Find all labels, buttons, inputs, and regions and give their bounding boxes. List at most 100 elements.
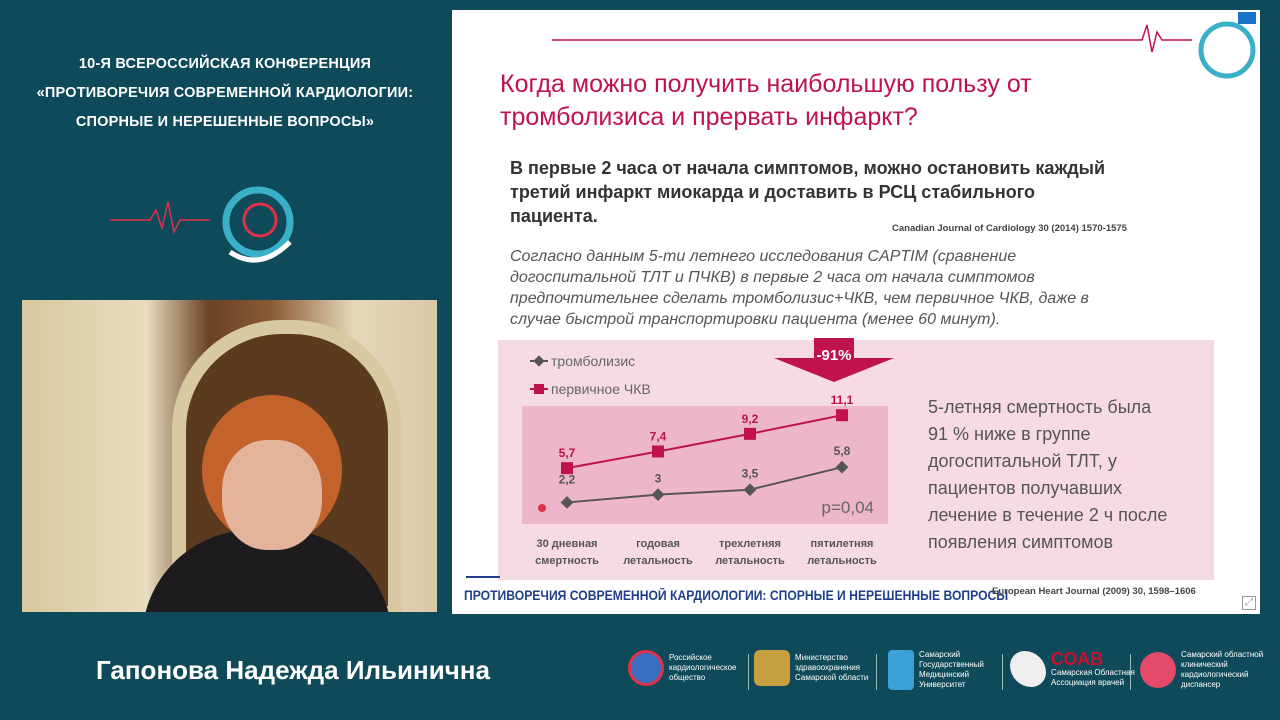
statement-line: В первые 2 часа от начала симптомов, мож…	[510, 158, 1106, 178]
data-point	[651, 488, 665, 501]
reference-canadian: Canadian Journal of Cardiology 30 (2014)…	[892, 223, 1127, 234]
logo-text: Самарский	[919, 650, 961, 659]
logo-text: Самарская Областная	[1051, 668, 1135, 677]
conference-logo	[110, 186, 294, 263]
data-label: 2,2	[559, 472, 576, 486]
mortality-note: 5-летняя смертность была 91 % ниже в гру…	[928, 394, 1218, 556]
legend-label: первичное ЧКВ	[551, 381, 651, 397]
reference-ehj: European Heart Journal (2009) 30, 1598–1…	[992, 586, 1196, 597]
note-line: 5-летняя смертность была	[928, 397, 1152, 417]
logo-text: Государственный	[919, 660, 984, 669]
study-description: Согласно данным 5-ти летнего исследовани…	[510, 246, 1110, 330]
speaker-face	[222, 440, 322, 550]
title-line: Когда можно получить наибольшую пользу о…	[500, 70, 1032, 98]
series-line-0	[566, 466, 843, 504]
logo-text: кардиологическое	[669, 663, 737, 672]
marker-dot	[538, 504, 546, 512]
logo-text: Университет	[919, 680, 966, 689]
rko-logo-icon	[628, 650, 664, 686]
conf-line: 10-Я ВСЕРОССИЙСКАЯ КОНФЕРЕНЦИЯ	[78, 56, 372, 72]
statement-line: третий инфаркт миокарда и доставить в РС…	[510, 182, 1035, 202]
category-label: трехлетняя	[719, 538, 781, 550]
desc-line: предпочтительнее сделать тромболизис+ЧКВ…	[510, 290, 1089, 307]
data-label: 9,2	[742, 412, 759, 426]
desc-line: догоспитальной ТЛТ и ПЧКВ) в первые 2 ча…	[510, 269, 1035, 286]
logo-text: здравоохранения	[795, 663, 861, 672]
logo-text: Медицинский	[919, 670, 970, 679]
data-label: 5,8	[834, 444, 851, 458]
logo-text: Самарский областной	[1181, 650, 1264, 659]
conference-title: 10-Я ВСЕРОССИЙСКАЯ КОНФЕРЕНЦИЯ «ПРОТИВОР…	[0, 50, 450, 137]
conf-line: СПОРНЫЕ И НЕРЕШЕННЫЕ ВОПРОСЫ»	[75, 114, 375, 130]
p-value: p=0,04	[822, 498, 874, 517]
slide-title: Когда можно получить наибольшую пользу о…	[500, 68, 1032, 134]
soav-title: СОАВ	[1051, 649, 1104, 669]
note-line: догоспитальной ТЛТ, у	[928, 451, 1117, 471]
category-label: пятилетняя	[811, 538, 874, 550]
data-label: 7,4	[650, 429, 667, 443]
series-line-1	[566, 414, 843, 470]
divider	[1130, 654, 1131, 690]
note-line: появления симптомов	[928, 532, 1114, 552]
logo-text: Ассоциация врачей	[1051, 678, 1125, 687]
speaker-name: Гапонова Надежда Ильинична	[96, 655, 490, 685]
note-line: 91 % ниже в группе	[928, 424, 1091, 444]
logo-university: Самарский Государственный Медицинский Униве…	[888, 650, 984, 690]
data-point	[652, 445, 664, 458]
logo-rko: Российское кардиологическое общество	[628, 650, 737, 686]
category-label: 30 дневная	[537, 538, 598, 550]
legend-label: тромболизис	[551, 353, 635, 369]
key-statement: В первые 2 часа от начала симптомов, мож…	[510, 156, 1210, 228]
reduction-label: -91%	[816, 347, 851, 364]
presentation-slide: Когда можно получить наибольшую пользу о…	[452, 10, 1260, 614]
soav-logo-icon	[1010, 651, 1046, 687]
note-line: пациентов получавших	[928, 478, 1123, 498]
data-label: 5,7	[559, 446, 576, 460]
data-point	[836, 409, 848, 422]
desc-line: случае быстрой транспортировки пациента …	[510, 311, 1001, 328]
logo-soav: СОАВ Самарская Областная Ассоциация врачей	[1010, 650, 1135, 688]
logo-text: общество	[669, 673, 706, 682]
data-point	[744, 427, 756, 440]
category-label: летальность	[623, 555, 693, 567]
logo-dispensary: Самарский областной клинический кардиологи…	[1140, 650, 1263, 690]
mortality-chart: -91% тромболизис первичное ЧКВ 2,2 3 3,5 5,8 5,…	[530, 338, 894, 567]
slide-header-line	[552, 12, 1256, 79]
fullscreen-icon[interactable]: ⤢	[1242, 596, 1256, 610]
coat-of-arms-icon	[754, 650, 790, 686]
data-label: 3,5	[742, 467, 759, 481]
data-point	[743, 483, 757, 497]
logo-text: диспансер	[1181, 680, 1221, 689]
logo-text: Министерство	[795, 653, 848, 662]
slide-footer: ПРОТИВОРЕЧИЯ СОВРЕМЕННОЙ КАРДИОЛОГИИ: СП…	[464, 588, 1009, 603]
data-point	[561, 462, 573, 475]
conf-line: «ПРОТИВОРЕЧИЯ СОВРЕМЕННОЙ КАРДИОЛОГИИ:	[36, 85, 414, 101]
heart-logo-icon	[1140, 652, 1176, 688]
reduction-arrow	[774, 338, 894, 382]
category-label: годовая	[636, 538, 680, 550]
logo-ministry: Министерство здравоохранения Самарской обл…	[754, 650, 868, 686]
divider	[748, 654, 749, 690]
title-line: тромболизиса и прервать инфаркт?	[500, 103, 918, 131]
data-label: 3	[655, 472, 662, 486]
category-label: летальность	[807, 555, 877, 567]
logo-text: Российское	[669, 653, 712, 662]
divider	[1002, 654, 1003, 690]
data-point	[560, 496, 574, 509]
footer-rule	[466, 576, 500, 578]
speaker-video	[22, 300, 437, 612]
desc-line: Согласно данным 5-ти летнего исследовани…	[510, 248, 1017, 265]
legend-marker	[534, 384, 544, 394]
category-label: летальность	[715, 555, 785, 567]
logo-text: кардиологический	[1181, 670, 1249, 679]
data-label: 11,1	[831, 393, 854, 407]
data-point	[835, 460, 849, 474]
note-line: лечение в течение 2 ч после	[928, 505, 1168, 525]
logo-text: Самарской области	[795, 673, 869, 682]
divider	[876, 654, 877, 690]
university-logo-icon	[888, 650, 914, 690]
logo-text: клинический	[1181, 660, 1228, 669]
legend-marker	[533, 355, 545, 367]
category-label: смертность	[535, 555, 599, 567]
statement-line: пациента.	[510, 206, 598, 226]
